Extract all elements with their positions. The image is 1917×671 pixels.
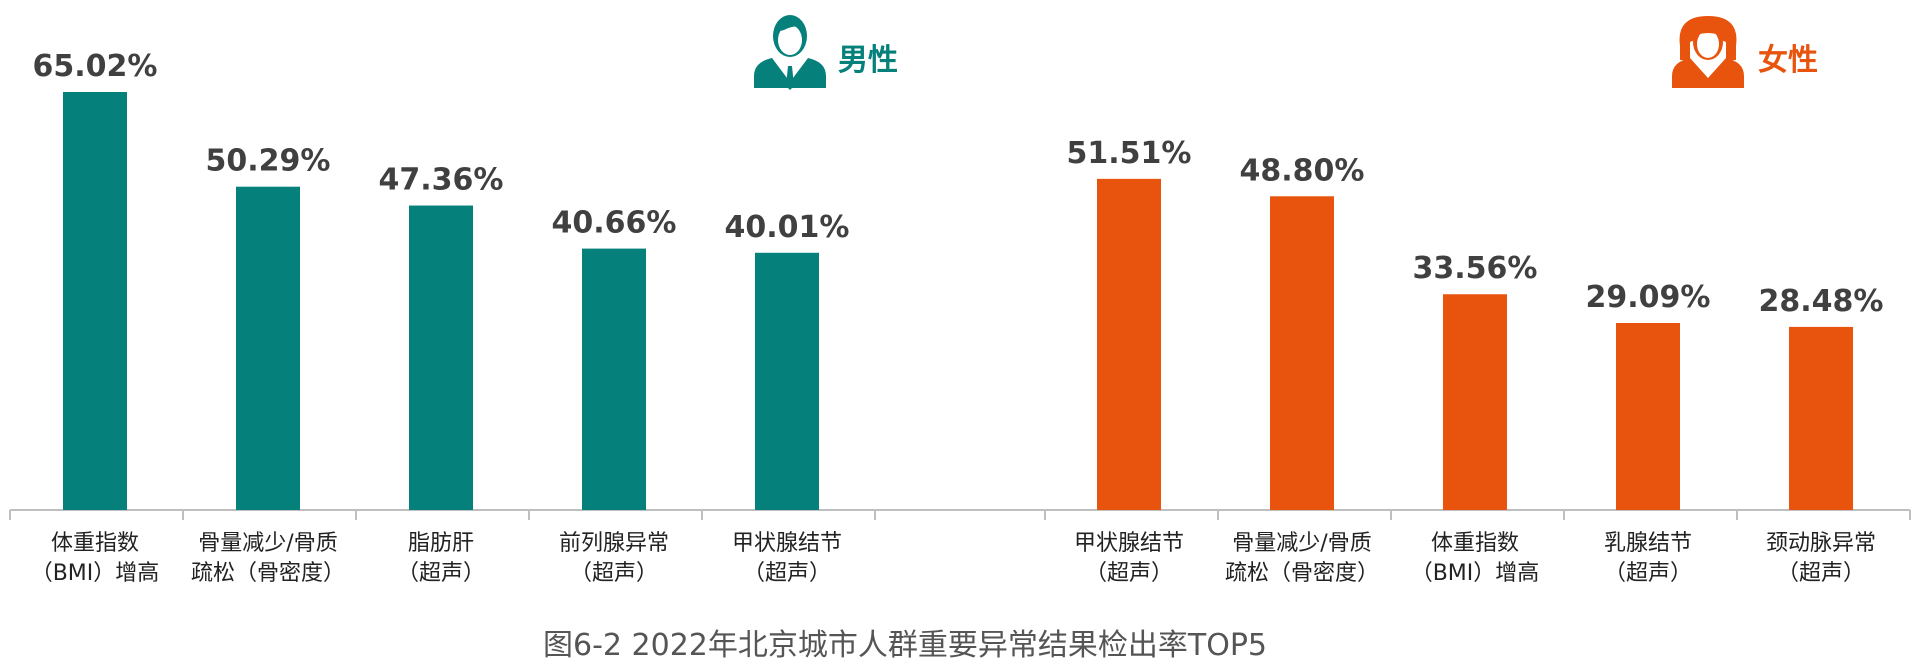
- category-label: （BMI）增高: [31, 561, 160, 586]
- category-label: （超声）: [1604, 561, 1692, 586]
- value-label: 47.36%: [379, 163, 504, 198]
- bar-female-1: [1270, 196, 1334, 510]
- legend-female-label: 女性: [1758, 43, 1818, 78]
- value-label: 65.02%: [33, 49, 158, 84]
- category-label: 颈动脉异常: [1766, 531, 1876, 556]
- category-label: 骨量减少/骨质: [1232, 531, 1371, 556]
- value-label: 28.48%: [1759, 284, 1884, 319]
- legend-male: 男性: [754, 15, 898, 90]
- value-label: 33.56%: [1413, 251, 1538, 286]
- bar-female-0: [1097, 178, 1161, 510]
- category-label: （超声）: [397, 561, 485, 586]
- category-label: （超声）: [1085, 561, 1173, 586]
- x-axis-ticks: [9, 510, 1911, 520]
- category-label: （超声）: [570, 561, 658, 586]
- bar-male-3: [582, 248, 646, 510]
- bar-female-2: [1443, 294, 1507, 510]
- bar-male-2: [409, 205, 473, 510]
- bar-male-4: [755, 252, 819, 511]
- figure-caption: 图6-2 2022年北京城市人群重要异常结果检出率TOP5: [543, 628, 1267, 663]
- category-label: （超声）: [1777, 561, 1865, 586]
- category-label: 脂肪肝: [408, 531, 474, 556]
- value-labels-group: 65.02% 50.29% 47.36% 40.66% 40.01% 51.51% 48.8…: [33, 49, 1884, 319]
- male-avatar-icon: [754, 15, 826, 90]
- category-label: 疏松（骨密度）: [191, 561, 345, 586]
- legend-female: 女性: [1672, 16, 1818, 88]
- female-avatar-icon: [1672, 16, 1744, 88]
- category-label: 骨量减少/骨质: [198, 531, 337, 556]
- bars-group: [63, 92, 1853, 511]
- bar-female-4: [1789, 326, 1853, 510]
- value-label: 29.09%: [1586, 280, 1711, 315]
- category-label: 前列腺异常: [559, 531, 669, 556]
- category-label: 体重指数: [51, 531, 139, 556]
- category-label: 疏松（骨密度）: [1225, 561, 1379, 586]
- category-labels-group: 体重指数（BMI）增高骨量减少/骨质疏松（骨密度）脂肪肝（超声）前列腺异常（超声…: [31, 531, 1876, 586]
- bar-female-3: [1616, 322, 1680, 510]
- value-label: 50.29%: [206, 144, 331, 179]
- value-label: 40.01%: [725, 210, 850, 245]
- category-label: （BMI）增高: [1411, 561, 1540, 586]
- category-label: 甲状腺结节: [732, 531, 842, 556]
- category-label: （超声）: [743, 561, 831, 586]
- bar-male-0: [63, 92, 127, 510]
- legend-male-label: 男性: [838, 43, 898, 78]
- bar-male-1: [236, 186, 300, 510]
- value-label: 51.51%: [1067, 136, 1192, 171]
- value-label: 40.66%: [552, 206, 677, 241]
- value-label: 48.80%: [1240, 153, 1365, 188]
- category-label: 体重指数: [1431, 531, 1519, 556]
- category-label: 乳腺结节: [1604, 531, 1692, 556]
- category-label: 甲状腺结节: [1074, 531, 1184, 556]
